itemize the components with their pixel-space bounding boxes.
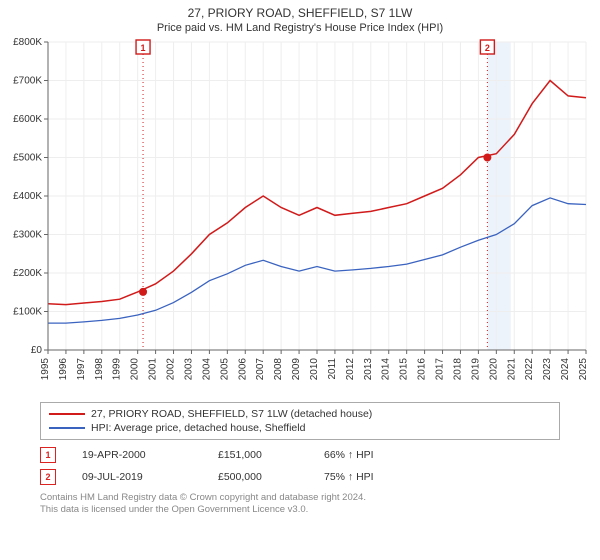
svg-text:1998: 1998 bbox=[94, 358, 105, 381]
svg-text:2001: 2001 bbox=[148, 358, 159, 381]
transaction-date: 19-APR-2000 bbox=[82, 449, 192, 461]
svg-text:£800K: £800K bbox=[13, 38, 42, 48]
svg-text:2002: 2002 bbox=[166, 358, 177, 381]
legend-label: 27, PRIORY ROAD, SHEFFIELD, S7 1LW (deta… bbox=[91, 408, 372, 420]
svg-text:2008: 2008 bbox=[273, 358, 284, 381]
svg-text:2013: 2013 bbox=[363, 358, 374, 381]
legend-swatch bbox=[49, 413, 85, 415]
chart-title: 27, PRIORY ROAD, SHEFFIELD, S7 1LW bbox=[0, 0, 600, 20]
svg-text:2016: 2016 bbox=[417, 358, 428, 381]
footer-attribution: Contains HM Land Registry data © Crown c… bbox=[40, 492, 560, 517]
footer-line-1: Contains HM Land Registry data © Crown c… bbox=[40, 492, 560, 504]
legend: 27, PRIORY ROAD, SHEFFIELD, S7 1LW (deta… bbox=[40, 402, 560, 440]
svg-text:£0: £0 bbox=[31, 345, 43, 356]
transaction-marker: 2 bbox=[40, 469, 56, 485]
transaction-hpi: 66% ↑ HPI bbox=[324, 449, 374, 461]
legend-swatch bbox=[49, 427, 85, 429]
svg-text:2015: 2015 bbox=[399, 358, 410, 381]
footer-line-2: This data is licensed under the Open Gov… bbox=[40, 504, 560, 516]
svg-text:2018: 2018 bbox=[452, 358, 463, 381]
svg-text:£100K: £100K bbox=[13, 307, 42, 318]
svg-text:2006: 2006 bbox=[237, 358, 248, 381]
svg-text:2017: 2017 bbox=[435, 358, 446, 381]
svg-text:1997: 1997 bbox=[76, 358, 87, 381]
svg-text:2019: 2019 bbox=[470, 358, 481, 381]
svg-text:£400K: £400K bbox=[13, 191, 42, 202]
svg-text:2022: 2022 bbox=[524, 358, 535, 381]
svg-text:2007: 2007 bbox=[255, 358, 266, 381]
svg-text:2: 2 bbox=[485, 43, 490, 53]
svg-text:2011: 2011 bbox=[327, 358, 338, 380]
svg-text:2000: 2000 bbox=[130, 358, 141, 381]
svg-text:2024: 2024 bbox=[560, 358, 571, 381]
transaction-row: 1 19-APR-2000 £151,000 66% ↑ HPI bbox=[40, 444, 560, 466]
svg-text:£600K: £600K bbox=[13, 114, 42, 125]
svg-text:2020: 2020 bbox=[488, 358, 499, 381]
transaction-marker: 1 bbox=[40, 447, 56, 463]
svg-text:2004: 2004 bbox=[201, 358, 212, 381]
transaction-rows: 1 19-APR-2000 £151,000 66% ↑ HPI 2 09-JUL-201… bbox=[40, 444, 560, 488]
svg-text:2005: 2005 bbox=[219, 358, 230, 381]
svg-text:2023: 2023 bbox=[542, 358, 553, 381]
svg-text:2009: 2009 bbox=[291, 358, 302, 381]
svg-text:1996: 1996 bbox=[58, 358, 69, 381]
svg-text:2014: 2014 bbox=[381, 358, 392, 381]
legend-item: 27, PRIORY ROAD, SHEFFIELD, S7 1LW (deta… bbox=[49, 407, 551, 421]
svg-text:2003: 2003 bbox=[183, 358, 194, 381]
transaction-date: 09-JUL-2019 bbox=[82, 471, 192, 483]
price-line-chart: £0 £100K £200K £300K £400K £500K £600K £700K £80… bbox=[0, 38, 600, 398]
svg-text:£300K: £300K bbox=[13, 230, 42, 241]
svg-text:1999: 1999 bbox=[112, 358, 123, 381]
transaction-hpi: 75% ↑ HPI bbox=[324, 471, 374, 483]
svg-text:1: 1 bbox=[141, 43, 146, 53]
svg-text:2021: 2021 bbox=[506, 358, 517, 381]
svg-text:2010: 2010 bbox=[309, 358, 320, 381]
transaction-row: 2 09-JUL-2019 £500,000 75% ↑ HPI bbox=[40, 466, 560, 488]
svg-text:£500K: £500K bbox=[13, 153, 42, 164]
transaction-price: £151,000 bbox=[218, 449, 298, 461]
svg-text:£200K: £200K bbox=[13, 268, 42, 279]
svg-text:1995: 1995 bbox=[40, 358, 51, 381]
svg-text:2025: 2025 bbox=[578, 358, 589, 381]
legend-label: HPI: Average price, detached house, Shef… bbox=[91, 422, 305, 434]
transaction-price: £500,000 bbox=[218, 471, 298, 483]
svg-text:2012: 2012 bbox=[345, 358, 356, 381]
svg-text:£700K: £700K bbox=[13, 76, 42, 87]
chart-subtitle: Price paid vs. HM Land Registry's House … bbox=[0, 20, 600, 38]
legend-item: HPI: Average price, detached house, Shef… bbox=[49, 421, 551, 435]
